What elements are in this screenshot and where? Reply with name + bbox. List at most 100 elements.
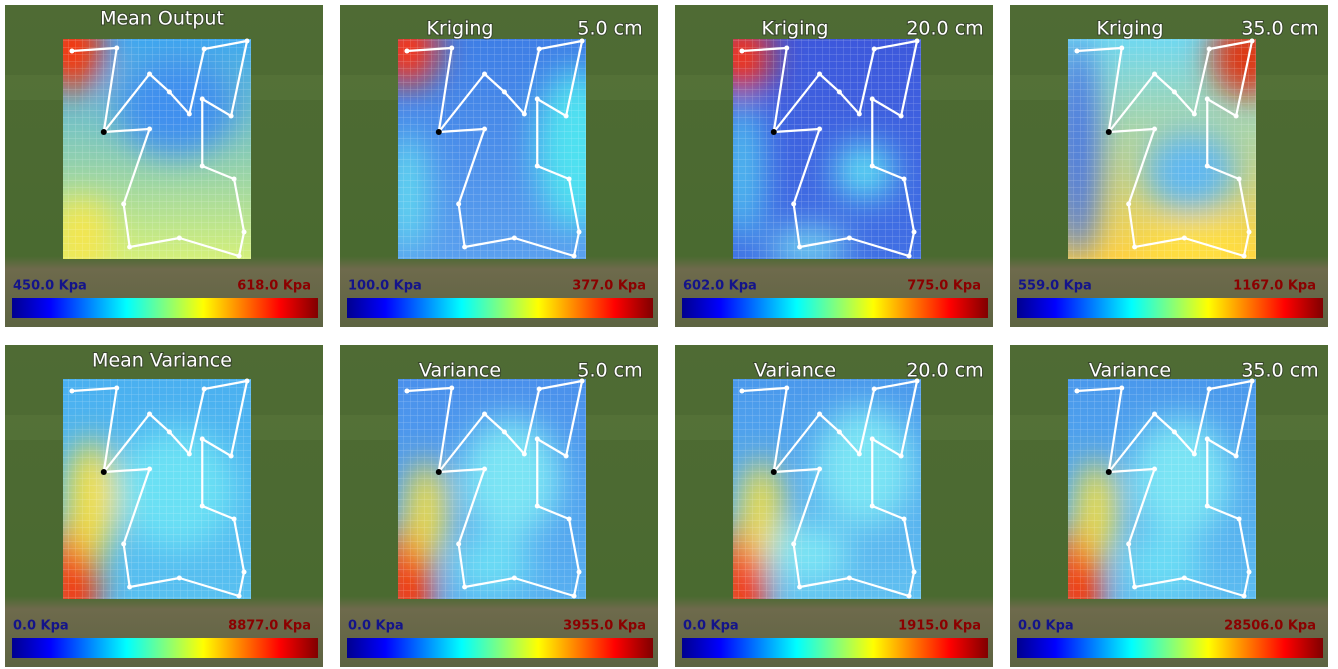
panel-title: Variance [754,360,836,382]
waypoint [567,517,572,522]
waypoint [1132,245,1137,250]
waypoint [872,47,877,52]
max-label: 28506.0 Kpa [1224,619,1316,634]
waypoint [462,245,467,250]
heatmap-grid [1068,379,1256,599]
waypoint [147,72,152,77]
min-label: 559.0 Kpa [1018,279,1092,294]
waypoint [69,389,74,394]
waypoint [404,49,409,54]
start-point [436,129,442,135]
waypoint [907,594,912,599]
waypoint [114,386,119,391]
waypoint [537,387,542,392]
waypoint [200,97,205,102]
waypoint [1234,114,1239,119]
waypoint [577,230,582,235]
waypoint [502,90,507,95]
max-label: 1915.0 Kpa [898,619,981,634]
panel-depth: 35.0 cm [1241,18,1318,40]
panel-depth: 20.0 cm [906,360,983,382]
heatmap-grid [63,379,251,599]
waypoint [535,97,540,102]
heatmap-grid [733,379,921,599]
waypoint [567,177,572,182]
heatmap-grid [398,39,586,259]
waypoint [1119,46,1124,51]
min-label: 100.0 Kpa [348,279,422,294]
panel-depth: 35.0 cm [1241,360,1318,382]
max-label: 377.0 Kpa [572,279,646,294]
waypoint [564,114,569,119]
waypoint [1234,454,1239,459]
heatmap-grid [733,39,921,259]
waypoint [572,254,577,259]
waypoint [1152,412,1157,417]
waypoint [535,164,540,169]
waypoint [512,236,517,241]
waypoint [237,254,242,259]
waypoint [817,72,822,77]
heatmap [382,379,586,636]
waypoint [1172,430,1177,435]
panel-title: Variance [419,360,501,382]
waypoint [1207,387,1212,392]
waypoint [847,576,852,581]
start-point [436,469,442,475]
waypoint [847,236,852,241]
waypoint [535,504,540,509]
start-point [101,469,107,475]
panel-title: Kriging [1097,18,1164,40]
waypoint [245,379,250,384]
waypoint [242,570,247,575]
waypoint [1247,570,1252,575]
min-label: 0.0 Kpa [348,619,404,634]
waypoint [245,39,250,44]
waypoint [857,112,862,117]
waypoint [784,386,789,391]
heatmap [714,22,921,268]
colorbar [682,298,988,318]
waypoint [202,387,207,392]
waypoint [912,230,917,235]
waypoint [535,437,540,442]
waypoint [817,412,822,417]
panel-title: Mean Variance [92,350,232,372]
start-point [1106,129,1112,135]
waypoint [837,90,842,95]
start-point [1106,469,1112,475]
waypoint [177,236,182,241]
waypoint [870,437,875,442]
colorbar [682,638,988,658]
waypoint [837,430,842,435]
waypoint [872,387,877,392]
waypoint [1192,112,1197,117]
waypoint [167,90,172,95]
figure: Mean Output450.0 Kpa618.0 KpaKriging5.0 … [0,0,1338,669]
waypoint [1205,437,1210,442]
waypoint [870,164,875,169]
waypoint [899,114,904,119]
waypoint [121,542,126,547]
panel-title: Mean Output [100,8,224,30]
heatmap [717,379,921,636]
waypoint [147,467,152,472]
waypoint [817,127,822,132]
waypoint [237,594,242,599]
waypoint [1205,164,1210,169]
waypoint [572,594,577,599]
colorbar [347,638,653,658]
waypoint [167,430,172,435]
waypoint [242,230,247,235]
start-point [771,129,777,135]
waypoint [1132,585,1137,590]
panel-depth: 5.0 cm [577,360,642,382]
waypoint [127,585,132,590]
min-label: 450.0 Kpa [13,279,87,294]
waypoint [187,112,192,117]
waypoint [1242,254,1247,259]
